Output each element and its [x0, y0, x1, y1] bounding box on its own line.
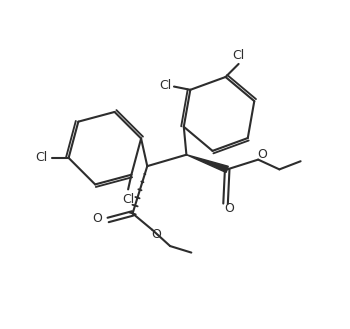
Text: O: O [257, 148, 267, 161]
Text: O: O [224, 202, 234, 215]
Polygon shape [187, 155, 228, 172]
Text: Cl: Cl [35, 151, 47, 164]
Text: Cl: Cl [160, 79, 172, 92]
Text: Cl: Cl [232, 49, 245, 62]
Text: Cl: Cl [122, 193, 134, 206]
Text: O: O [92, 212, 102, 225]
Text: O: O [151, 228, 161, 241]
